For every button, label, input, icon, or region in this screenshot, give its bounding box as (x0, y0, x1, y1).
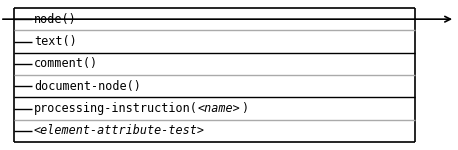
Text: comment(): comment() (34, 57, 98, 70)
Text: ): ) (240, 102, 248, 115)
Text: <name>: <name> (198, 102, 240, 115)
Text: <element-attribute-test>: <element-attribute-test> (34, 124, 205, 137)
Text: node(): node() (34, 13, 77, 26)
Text: text(): text() (34, 35, 77, 48)
Text: document-node(): document-node() (34, 80, 141, 93)
Text: processing-instruction(: processing-instruction( (34, 102, 198, 115)
